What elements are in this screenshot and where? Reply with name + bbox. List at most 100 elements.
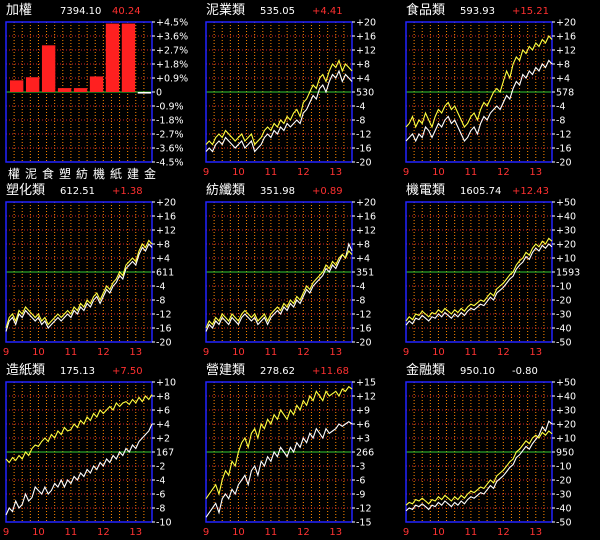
- y-tick-label: 167: [156, 448, 174, 459]
- x-tick-label: 9: [203, 167, 209, 178]
- y-tick-label: -1.8%: [156, 116, 184, 127]
- y-tick-label: -15: [356, 518, 372, 529]
- y-tick-label: +20: [556, 18, 576, 29]
- x-tick-label: 12: [297, 167, 310, 178]
- bar: [105, 23, 120, 92]
- x-tick-label: 9: [3, 527, 9, 538]
- bar: [41, 45, 56, 92]
- series-line: [405, 420, 553, 512]
- y-tick-label: -16: [156, 324, 172, 335]
- bar: [10, 80, 24, 92]
- series-line: [405, 237, 553, 322]
- y-tick-label: -20: [156, 338, 172, 349]
- x-tick-label: 13: [529, 167, 542, 178]
- y-tick-label: -50: [556, 518, 572, 529]
- y-tick-label: +12: [556, 46, 576, 57]
- category-label: 紡: [76, 166, 88, 181]
- series-line: [205, 58, 353, 146]
- y-tick-label: +50: [556, 378, 576, 389]
- series-line: [5, 394, 153, 464]
- panel-4: 紡纖類 351.98 +0.89 +20 +16 +12 +8 +4 351 -4 -8 -12 -16…: [203, 183, 376, 358]
- panel-0: 加權 7394.10 40.24 +4.5% +3.6% +2.7% +1.8% +0.9% 0…: [5, 3, 188, 181]
- x-tick-label: 9: [403, 347, 409, 358]
- y-tick-label: -8: [156, 296, 165, 307]
- y-tick-label: -30: [556, 310, 572, 321]
- x-tick-label: 10: [432, 347, 445, 358]
- y-tick-label: +40: [556, 392, 576, 403]
- y-tick-label: +8: [156, 392, 170, 403]
- x-tick-label: 10: [232, 167, 245, 178]
- y-tick-label: +12: [356, 226, 376, 237]
- y-tick-label: -20: [556, 296, 572, 307]
- y-tick-label: +4: [156, 420, 170, 431]
- panel-price: 278.62: [260, 366, 295, 377]
- y-tick-label: -4: [556, 102, 565, 113]
- category-label: 建: [127, 167, 139, 181]
- x-tick-label: 10: [232, 347, 245, 358]
- x-tick-label: 11: [65, 347, 78, 358]
- series-line: [205, 421, 353, 518]
- y-tick-label: 530: [356, 88, 374, 99]
- y-tick-label: -9: [356, 490, 365, 501]
- y-tick-label: 611: [156, 268, 174, 279]
- panel-5: 機電類 1605.74 +12.43 +50 +40 +30 +20 +10 1593 -10 -2…: [403, 183, 580, 358]
- y-tick-label: +10: [156, 378, 176, 389]
- y-tick-label: +16: [356, 212, 376, 223]
- panel-6: 造紙類 175.13 +7.50 +10 +8 +6 +4 +2 167 -2 -4 -6 -8 -10 9…: [3, 363, 176, 538]
- x-tick-label: 13: [329, 527, 342, 538]
- series-line: [205, 69, 353, 153]
- y-tick-label: -10: [556, 462, 572, 473]
- y-tick-label: +40: [556, 212, 576, 223]
- panel-title: 機電類: [406, 183, 445, 198]
- y-tick-label: +6: [156, 406, 170, 417]
- y-tick-label: +8: [156, 240, 170, 251]
- panel-title: 泥業類: [206, 2, 245, 18]
- y-tick-label: 0: [156, 88, 162, 99]
- x-tick-label: 11: [65, 527, 78, 538]
- panel-change: +12.43: [512, 186, 549, 197]
- y-tick-label: -0.9%: [156, 102, 184, 113]
- y-tick-label: -4: [156, 282, 165, 293]
- y-tick-label: +12: [156, 226, 176, 237]
- x-tick-label: 13: [529, 527, 542, 538]
- bar: [137, 92, 152, 94]
- bar: [121, 23, 136, 92]
- y-tick-label: -20: [356, 338, 372, 349]
- panel-change: -0.80: [512, 366, 538, 377]
- y-tick-label: -12: [156, 310, 172, 321]
- y-tick-label: -8: [356, 296, 365, 307]
- y-tick-label: +30: [556, 406, 576, 417]
- y-tick-label: +0.9%: [156, 74, 188, 85]
- y-tick-label: +8: [356, 60, 370, 71]
- x-tick-label: 10: [432, 527, 445, 538]
- y-tick-label: +1.8%: [156, 60, 188, 71]
- y-tick-label: -20: [356, 158, 372, 169]
- x-tick-label: 13: [129, 527, 142, 538]
- category-label: 金: [144, 166, 156, 181]
- y-tick-label: +30: [556, 226, 576, 237]
- panel-title: 金融類: [406, 362, 445, 378]
- y-tick-label: 578: [556, 88, 574, 99]
- category-label: 塑: [59, 166, 71, 181]
- series-line: [5, 239, 153, 329]
- y-tick-label: -6: [356, 476, 365, 487]
- x-tick-label: 10: [32, 527, 45, 538]
- bar: [89, 76, 104, 92]
- series-line: [405, 35, 553, 129]
- x-tick-label: 9: [3, 347, 9, 358]
- y-tick-label: -30: [556, 490, 572, 501]
- panel-7: 營建類 278.62 +11.68 +15 +12 +9 +6 +3 266 -3 -6 -9 -12 -…: [203, 363, 376, 538]
- y-tick-label: -3: [356, 462, 365, 473]
- series-line: [405, 430, 553, 506]
- category-label: 機: [93, 166, 105, 181]
- y-tick-label: -4.5%: [156, 158, 184, 169]
- x-tick-label: 11: [265, 527, 278, 538]
- y-tick-label: +6: [356, 420, 370, 431]
- panel-price: 175.13: [60, 366, 95, 377]
- bar: [25, 77, 40, 92]
- y-tick-label: -50: [556, 338, 572, 349]
- y-tick-label: 266: [356, 448, 374, 459]
- y-tick-label: +50: [556, 198, 576, 209]
- x-tick-label: 11: [465, 167, 478, 178]
- series-line: [5, 243, 153, 332]
